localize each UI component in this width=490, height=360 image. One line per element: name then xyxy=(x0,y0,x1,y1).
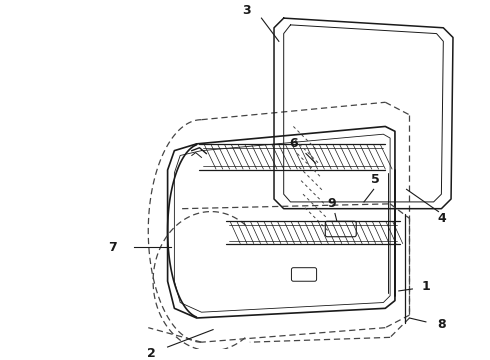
FancyBboxPatch shape xyxy=(292,268,317,281)
Text: 8: 8 xyxy=(437,318,446,331)
Text: 5: 5 xyxy=(371,173,380,186)
Text: 2: 2 xyxy=(147,347,155,360)
FancyBboxPatch shape xyxy=(325,221,356,237)
Text: 3: 3 xyxy=(243,4,251,17)
Text: 9: 9 xyxy=(328,197,336,210)
Text: 6: 6 xyxy=(289,138,298,150)
Text: 1: 1 xyxy=(421,280,430,293)
Text: 4: 4 xyxy=(437,212,446,225)
Text: 7: 7 xyxy=(108,241,117,254)
